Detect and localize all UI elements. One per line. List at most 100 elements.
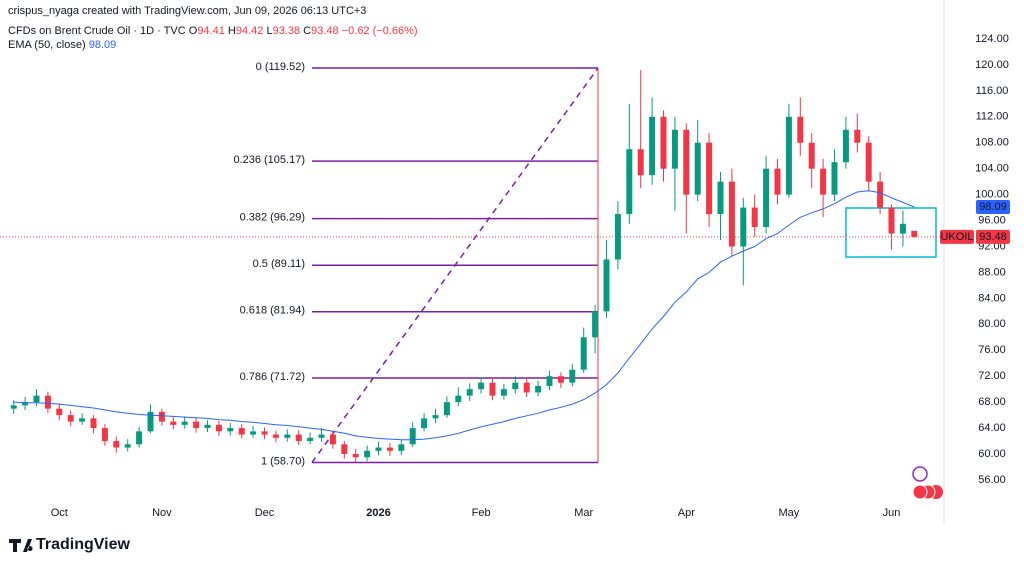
candle-body — [489, 382, 496, 396]
candle-body — [90, 418, 97, 429]
y-tick-label: 120.00 — [975, 59, 1009, 71]
candle-body — [877, 181, 884, 208]
ema-line — [13, 190, 915, 441]
candle-body — [318, 434, 325, 438]
candle-body — [797, 116, 804, 143]
x-tick-label: Mar — [574, 507, 593, 519]
candle-body — [215, 424, 222, 432]
candle-body — [398, 444, 405, 451]
y-tick-label: 104.00 — [975, 163, 1009, 175]
candle-body — [101, 428, 108, 442]
footer-brand: TradingView — [36, 536, 131, 553]
ohlc-value: 93.48 — [311, 25, 339, 37]
y-tick-label: 100.00 — [975, 189, 1009, 201]
candle-body — [272, 434, 279, 438]
x-tick-label: 2026 — [366, 507, 390, 519]
candle-body — [706, 142, 713, 215]
y-tick-label: 76.00 — [978, 344, 1006, 356]
ohlc-label: H — [227, 25, 236, 37]
y-tick-label: 96.00 — [978, 214, 1006, 226]
ohlc-label: O — [188, 25, 198, 37]
candle-body — [352, 454, 359, 458]
candle-body — [421, 418, 428, 429]
x-tick-label: Nov — [152, 507, 172, 519]
ohlc-value: 93.38 — [272, 25, 301, 37]
candle-body — [671, 129, 678, 169]
candle-body — [443, 402, 450, 416]
candle-body — [67, 415, 74, 422]
ema-tag: 98.09 — [979, 201, 1007, 213]
x-tick-label: Jun — [883, 507, 901, 519]
candle-body — [307, 437, 314, 442]
candle-body — [512, 382, 519, 390]
candle-body — [911, 230, 918, 237]
candle-body — [238, 428, 245, 435]
x-tick-label: Dec — [255, 507, 275, 519]
candle-body — [899, 223, 906, 234]
candle-body — [649, 116, 656, 176]
candle-body — [763, 168, 770, 228]
price-tag: 93.48 — [979, 231, 1007, 243]
candle-body — [432, 415, 439, 419]
ema-tag-bg — [976, 200, 1010, 215]
credit: crispus_nyaga created with TradingView.c… — [8, 5, 367, 17]
candle-body — [22, 402, 29, 406]
candle-body — [820, 168, 827, 195]
y-tick-label: 84.00 — [978, 292, 1006, 304]
footer-logo — [9, 539, 33, 552]
y-tick-label: 80.00 — [978, 318, 1006, 330]
candle-body — [113, 441, 120, 448]
fib-label: 0.382 (96.29) — [240, 212, 305, 224]
candle-body — [683, 129, 690, 195]
candle-body — [375, 447, 382, 451]
x-tick-label: May — [779, 507, 800, 519]
legend-line: CFDs on Brent Crude Oil · 1D · TVC O94.4… — [8, 25, 418, 37]
symbol: CFDs on Brent Crude Oil · 1D · TVC — [8, 25, 186, 37]
candle-body — [204, 424, 211, 429]
ohlc-label: C — [303, 25, 312, 37]
event-icon[interactable] — [912, 484, 928, 500]
ohlc-label: L — [266, 25, 273, 37]
candle-body — [478, 382, 485, 390]
x-tick-label: Oct — [51, 507, 68, 519]
y-tick-label: 116.00 — [976, 85, 1009, 97]
event-icon[interactable] — [912, 466, 928, 482]
candle-body — [295, 434, 302, 442]
price-tag-bg — [976, 229, 1010, 244]
candle-body — [580, 337, 587, 370]
candle-body — [341, 444, 348, 455]
candle-body — [193, 421, 200, 429]
candle-body — [329, 434, 336, 445]
candle-body — [500, 389, 507, 396]
candle-body — [694, 142, 701, 195]
candle-body — [364, 450, 371, 458]
y-tick-label: 124.00 — [975, 33, 1009, 45]
candle-body — [592, 311, 599, 338]
ema-legend: EMA (50, close) 98.09 — [8, 39, 116, 51]
candle-body — [10, 405, 17, 409]
candle-body — [842, 129, 849, 163]
fib-label: 0 (119.52) — [256, 61, 305, 73]
candle-body — [250, 431, 257, 435]
candle-body — [557, 376, 564, 383]
candle-body — [136, 431, 143, 445]
x-tick-label: Apr — [678, 507, 695, 519]
y-tick-label: 112.00 — [976, 111, 1009, 123]
fib-label: 1 (58.70) — [261, 455, 305, 467]
candle-body — [56, 408, 63, 416]
candle-body — [147, 411, 154, 432]
y-tick-label: 56.00 — [978, 474, 1006, 486]
candle-body — [569, 369, 576, 383]
candle-body — [740, 207, 747, 247]
candle-body — [158, 411, 165, 422]
candle-body — [865, 142, 872, 182]
x-tick-label: Feb — [472, 507, 491, 519]
candle-body — [33, 395, 40, 403]
fib-label: 0.5 (89.11) — [253, 258, 305, 270]
candle-body — [535, 385, 542, 393]
y-tick-label: 108.00 — [975, 137, 1009, 149]
candle-body — [728, 181, 735, 247]
candle-body — [717, 181, 724, 215]
